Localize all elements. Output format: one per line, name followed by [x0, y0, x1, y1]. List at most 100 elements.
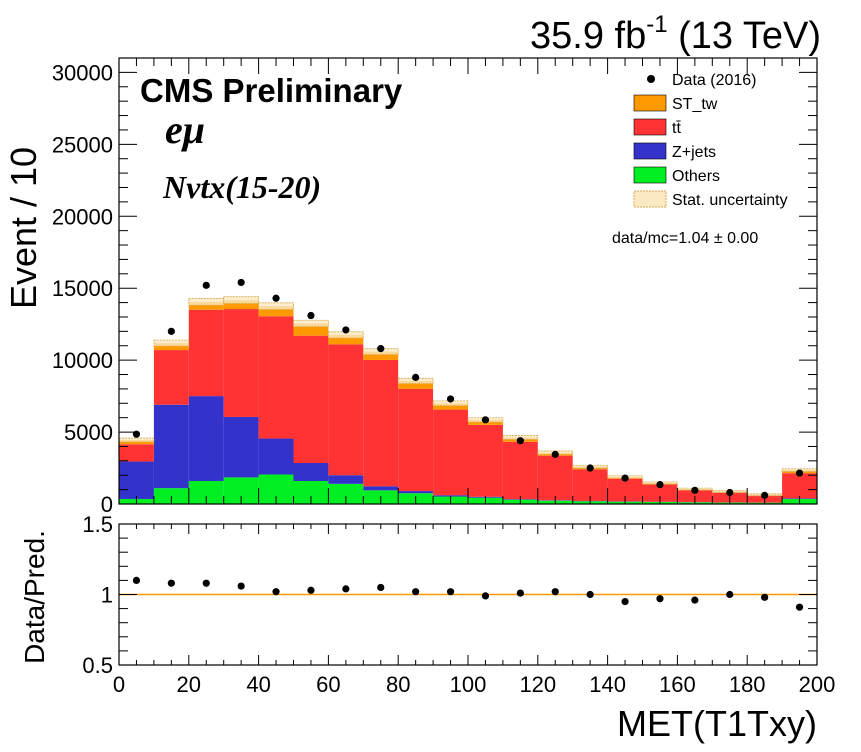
- main-plot: 0 5000 10000 15000 20000 25000 30000 Event / 1…: [3, 57, 818, 517]
- data-point-19: [795, 469, 804, 477]
- data-point-1: [167, 327, 175, 335]
- bar-tt--19: [782, 473, 817, 499]
- data-point-11: [516, 437, 524, 445]
- bar-tt--4: [258, 316, 294, 439]
- bar-st-tw-4: [258, 306, 294, 317]
- bar-st-tw-3: [223, 300, 259, 310]
- stat-unc-band-9: [432, 400, 469, 407]
- x-tick-label-0: 0: [113, 672, 125, 697]
- stat-unc-band-0: [118, 437, 155, 443]
- y-tick-label-30000: 30000: [52, 60, 113, 85]
- cms-label: CMS Preliminary: [140, 72, 403, 109]
- bar-z-jets-8: [398, 491, 434, 494]
- x-tick-label-180: 180: [729, 672, 766, 697]
- stat-unc-band-3: [223, 296, 259, 304]
- bar-tt--13: [572, 469, 608, 501]
- data-point-9: [446, 395, 455, 403]
- bar-tt--9: [433, 409, 468, 496]
- x-tick-label-140: 140: [589, 672, 626, 697]
- bar-others-6: [328, 483, 364, 504]
- legend-label-stat-unc: Stat. uncertainty: [672, 192, 788, 209]
- bar-others-2: [188, 480, 224, 504]
- ratio-summary-text: data/mc=1.04 ± 0.00: [612, 230, 758, 247]
- lumi-label: 35.9 fb-1 (13 TeV): [530, 11, 821, 57]
- bar-tt--12: [537, 455, 573, 501]
- bar-z-jets-5: [293, 462, 329, 481]
- data-points: [132, 278, 804, 499]
- ratio-point-0: [132, 576, 141, 585]
- data-point-6: [342, 326, 350, 334]
- ratio-y-axis-label: Data/Pred.: [19, 530, 50, 664]
- data-point-15: [656, 480, 664, 489]
- y-tick-label-10000: 10000: [52, 348, 113, 373]
- bar-tt--14: [607, 478, 643, 502]
- legend-swatch-others: [633, 166, 667, 184]
- ratio-point-14: [621, 597, 629, 606]
- y-axis-ticks: 0 5000 10000 15000 20000 25000 30000: [52, 57, 817, 517]
- ratio-point-9: [446, 588, 455, 596]
- bar-tt--7: [363, 359, 399, 487]
- data-point-3: [237, 278, 245, 287]
- ratio-point-3: [237, 582, 245, 590]
- bar-st-tw-8: [398, 380, 434, 389]
- legend-marker-data: [647, 75, 655, 83]
- ratio-plot: 0.5 1 1.5 0 20 40 60 80 100 120 140 160 180 200 Data…: [19, 512, 835, 744]
- bar-st-tw-6: [328, 334, 364, 345]
- legend-swatch-zjets: [633, 142, 667, 160]
- bar-tt--8: [398, 388, 434, 492]
- ratio-y-tick-label-2: 1.5: [82, 512, 113, 537]
- legend-label-data: Data (2016): [672, 72, 757, 89]
- ratio-y-axis-ticks: 0.5 1 1.5: [82, 512, 817, 678]
- ratio-point-1: [167, 579, 175, 587]
- data-point-13: [586, 464, 594, 472]
- channel-label: eμ: [165, 107, 205, 152]
- bar-z-jets-9: [433, 495, 468, 497]
- bar-z-jets-1: [153, 404, 189, 489]
- bar-others-5: [293, 480, 329, 504]
- ratio-point-11: [516, 589, 524, 597]
- x-axis-label: MET(T1Txy): [617, 703, 817, 744]
- x-tick-label-160: 160: [659, 672, 696, 697]
- x-axis-ticks-upper: [118, 58, 818, 504]
- legend-swatch-ttbar: [633, 118, 667, 136]
- data-point-12: [551, 450, 559, 458]
- legend-item-st-tw: ST_tw: [633, 94, 718, 113]
- legend-item-zjets: Z+jets: [633, 142, 716, 161]
- ratio-y-tick-label-0: 0.5: [82, 653, 113, 678]
- stat-unc-band-5: [293, 319, 329, 328]
- stat-unc-band-4: [258, 302, 294, 310]
- bar-z-jets-6: [328, 475, 364, 484]
- bar-tt--2: [188, 309, 224, 397]
- x-axis-ticks: 0 20 40 60 80 100 120 140 160 180 200: [113, 524, 835, 697]
- ratio-point-2: [202, 579, 210, 587]
- bar-tt--6: [328, 344, 364, 476]
- data-point-16: [691, 486, 699, 494]
- legend-item-others: Others: [633, 166, 720, 185]
- legend-label-st-tw: ST_tw: [672, 96, 718, 113]
- x-tick-label-80: 80: [386, 672, 410, 697]
- y-axis-label: Event / 10: [3, 147, 44, 309]
- y-tick-label-15000: 15000: [52, 276, 113, 301]
- ratio-point-7: [377, 583, 385, 592]
- selection-label: Nvtx(15-20): [162, 169, 321, 205]
- legend-item-ttbar: tt̄: [633, 118, 681, 137]
- data-point-8: [412, 373, 420, 381]
- legend: Data (2016) ST_tw tt̄ Z+jets Others Stat…: [633, 72, 788, 209]
- ratio-point-19: [795, 603, 804, 611]
- data-point-17: [726, 488, 734, 497]
- ratio-points: [132, 576, 804, 611]
- data-point-2: [202, 281, 210, 289]
- legend-label-ttbar: tt̄: [672, 120, 681, 137]
- x-tick-label-60: 60: [316, 672, 340, 697]
- y-tick-label-25000: 25000: [52, 132, 113, 157]
- bar-z-jets-4: [258, 438, 294, 475]
- y-tick-label-20000: 20000: [52, 204, 113, 229]
- data-point-14: [621, 474, 629, 482]
- data-point-4: [272, 294, 280, 302]
- bar-st-tw-7: [363, 351, 399, 360]
- x-tick-label-40: 40: [246, 672, 270, 697]
- bar-z-jets-7: [363, 486, 399, 491]
- ratio-y-tick-label-1: 1: [101, 583, 113, 608]
- legend-item-data: Data (2016): [647, 72, 757, 89]
- ratio-point-12: [551, 588, 559, 596]
